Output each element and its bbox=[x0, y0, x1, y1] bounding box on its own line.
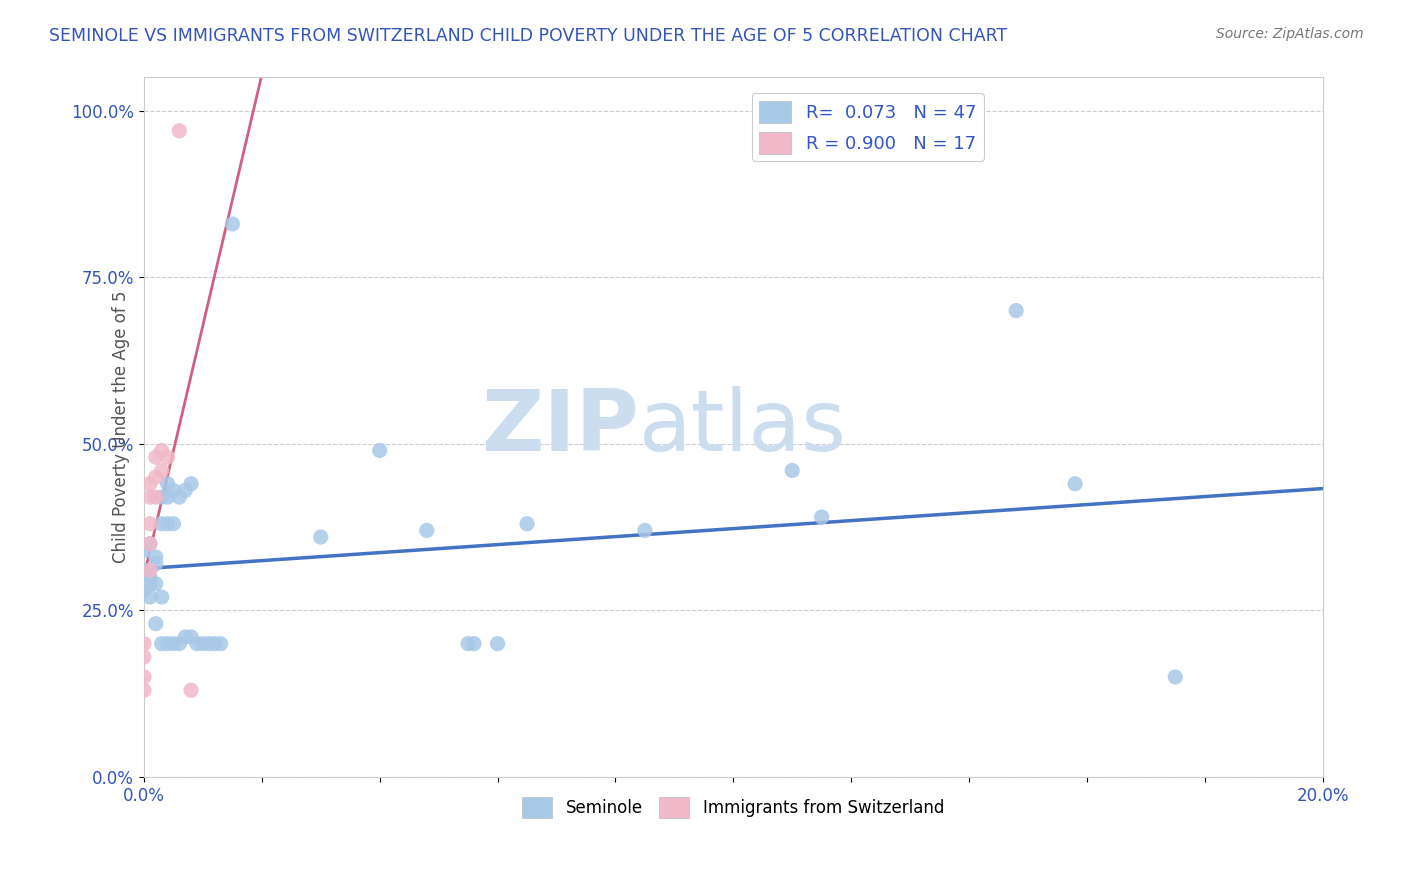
Point bbox=[150, 637, 173, 651]
Point bbox=[180, 476, 202, 491]
Point bbox=[156, 490, 179, 504]
Point bbox=[1005, 303, 1028, 318]
Point bbox=[780, 463, 803, 477]
Point bbox=[463, 637, 485, 651]
Point bbox=[139, 570, 162, 584]
Point bbox=[516, 516, 538, 531]
Text: Source: ZipAtlas.com: Source: ZipAtlas.com bbox=[1216, 27, 1364, 41]
Point bbox=[145, 470, 167, 484]
Point bbox=[191, 637, 214, 651]
Point bbox=[309, 530, 332, 544]
Point bbox=[145, 557, 167, 571]
Text: atlas: atlas bbox=[638, 385, 846, 468]
Point bbox=[150, 490, 173, 504]
Text: ZIP: ZIP bbox=[481, 385, 638, 468]
Point bbox=[197, 637, 219, 651]
Point bbox=[162, 516, 184, 531]
Point bbox=[150, 443, 173, 458]
Point bbox=[150, 516, 173, 531]
Point bbox=[1164, 670, 1187, 684]
Point bbox=[416, 524, 439, 538]
Point bbox=[457, 637, 479, 651]
Point bbox=[156, 450, 179, 464]
Point bbox=[132, 543, 155, 558]
Point bbox=[145, 576, 167, 591]
Point bbox=[162, 637, 184, 651]
Point bbox=[139, 576, 162, 591]
Text: SEMINOLE VS IMMIGRANTS FROM SWITZERLAND CHILD POVERTY UNDER THE AGE OF 5 CORRELA: SEMINOLE VS IMMIGRANTS FROM SWITZERLAND … bbox=[49, 27, 1008, 45]
Point bbox=[169, 490, 191, 504]
Point bbox=[132, 563, 155, 577]
Point bbox=[150, 590, 173, 604]
Point bbox=[145, 616, 167, 631]
Point bbox=[139, 537, 162, 551]
Point bbox=[139, 476, 162, 491]
Point bbox=[132, 670, 155, 684]
Point bbox=[156, 476, 179, 491]
Point bbox=[145, 450, 167, 464]
Point bbox=[139, 516, 162, 531]
Point bbox=[486, 637, 509, 651]
Point bbox=[221, 217, 243, 231]
Point bbox=[139, 563, 162, 577]
Point bbox=[139, 590, 162, 604]
Point bbox=[174, 483, 197, 498]
Point bbox=[368, 443, 391, 458]
Point bbox=[139, 537, 162, 551]
Point bbox=[209, 637, 232, 651]
Point bbox=[156, 516, 179, 531]
Point bbox=[139, 490, 162, 504]
Point bbox=[169, 637, 191, 651]
Point bbox=[204, 637, 226, 651]
Y-axis label: Child Poverty Under the Age of 5: Child Poverty Under the Age of 5 bbox=[112, 291, 131, 564]
Point bbox=[132, 650, 155, 665]
Legend: Seminole, Immigrants from Switzerland: Seminole, Immigrants from Switzerland bbox=[516, 791, 950, 824]
Point bbox=[180, 683, 202, 698]
Point bbox=[810, 510, 832, 524]
Point bbox=[162, 483, 184, 498]
Point bbox=[180, 630, 202, 644]
Point bbox=[145, 549, 167, 564]
Point bbox=[132, 637, 155, 651]
Point bbox=[1064, 476, 1087, 491]
Point bbox=[132, 683, 155, 698]
Point bbox=[145, 490, 167, 504]
Point bbox=[174, 630, 197, 644]
Point bbox=[169, 124, 191, 138]
Point bbox=[186, 637, 208, 651]
Point bbox=[132, 583, 155, 598]
Point bbox=[150, 463, 173, 477]
Point bbox=[634, 524, 657, 538]
Point bbox=[156, 637, 179, 651]
